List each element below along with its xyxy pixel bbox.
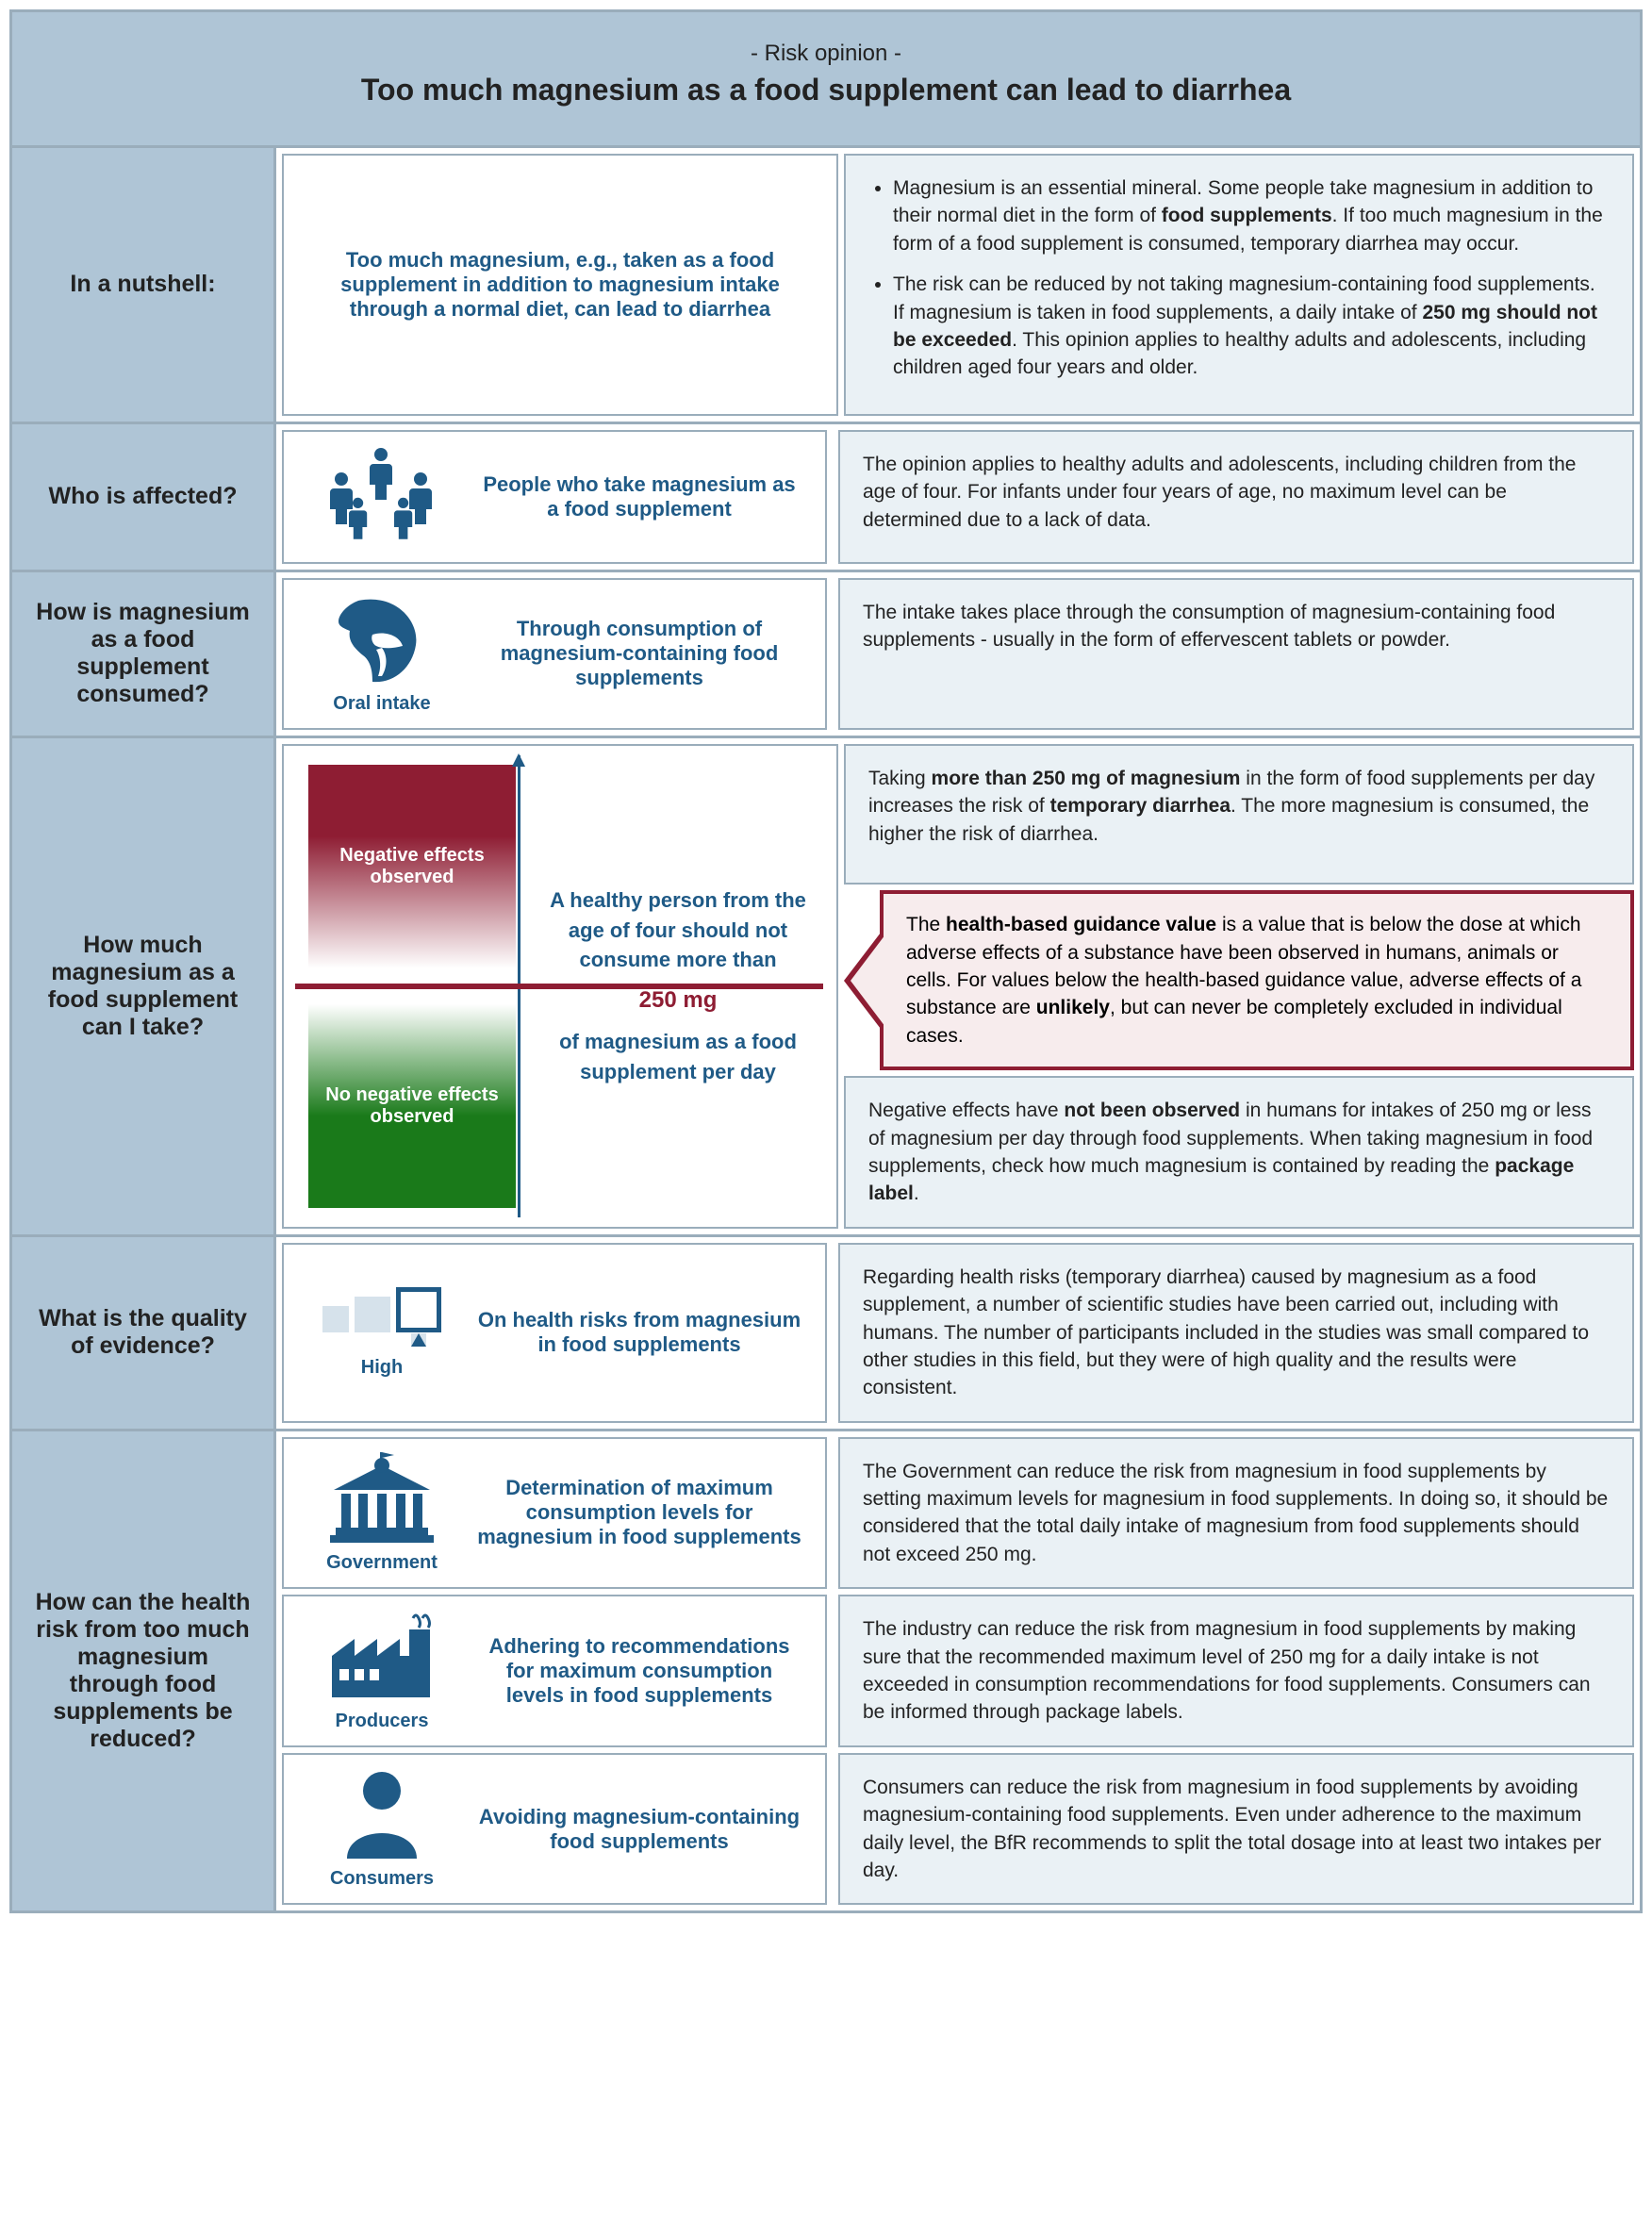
reduce-gov-mid: Determination of maximum consumption lev… xyxy=(467,1476,812,1549)
dose-callout: The health-based guidance value is a val… xyxy=(880,890,1634,1070)
header-title: Too much magnesium as a food supplement … xyxy=(31,73,1621,107)
nutshell-right: Magnesium is an essential mineral. Some … xyxy=(844,154,1634,416)
dose-text-bottom: of magnesium as a food supplement per da… xyxy=(548,1027,808,1087)
dose-right-top: Taking more than 250 mg of magnesium in … xyxy=(844,744,1634,885)
row-evidence: What is the quality of evidence? High On… xyxy=(12,1237,1640,1431)
how-mid-box: Oral intake Through consumption of magne… xyxy=(282,578,827,730)
consumers-label: Consumers xyxy=(330,1868,434,1890)
reduce-gov-right: The Government can reduce the risk from … xyxy=(838,1437,1634,1590)
label-who: Who is affected? xyxy=(12,424,276,570)
dose-text-top: A healthy person from the age of four sh… xyxy=(548,885,808,976)
oral-intake-label: Oral intake xyxy=(333,693,430,715)
label-evidence: What is the quality of evidence? xyxy=(12,1237,276,1429)
row-nutshell: In a nutshell: Too much magnesium, e.g.,… xyxy=(12,148,1640,424)
nutshell-mid-text: Too much magnesium, e.g., taken as a foo… xyxy=(322,248,799,322)
nutshell-bullet-1: Magnesium is an essential mineral. Some … xyxy=(893,174,1610,257)
dose-midline xyxy=(295,984,823,989)
evidence-quality-icon: High xyxy=(297,1287,467,1379)
nutshell-bullet-2: The risk can be reduced by not taking ma… xyxy=(893,271,1610,382)
reduce-cons-right: Consumers can reduce the risk from magne… xyxy=(838,1753,1634,1906)
reduce-prod-box: Producers Adhering to recommendations fo… xyxy=(282,1595,827,1747)
nutshell-bullets: Magnesium is an essential mineral. Some … xyxy=(868,174,1610,382)
producers-icon: Producers xyxy=(297,1611,467,1732)
consumers-icon: Consumers xyxy=(297,1768,467,1890)
row-who: Who is affected? People who take magnes xyxy=(12,424,1640,572)
how-right: The intake takes place through the consu… xyxy=(838,578,1634,730)
reduce-prod-right: The industry can reduce the risk from ma… xyxy=(838,1595,1634,1747)
dose-threshold: 250 mg xyxy=(639,984,718,1017)
evidence-icon-label: High xyxy=(361,1357,403,1379)
dose-right-bottom: Negative effects have not been observed … xyxy=(844,1076,1634,1229)
header-kicker: - Risk opinion - xyxy=(31,41,1621,67)
dose-mid: Negative effects observed No negative ef… xyxy=(282,744,838,1229)
oral-intake-icon: Oral intake xyxy=(297,593,467,715)
row-how-intake: How is magnesium as a food supplement co… xyxy=(12,572,1640,738)
label-nutshell: In a nutshell: xyxy=(12,148,276,422)
government-icon: Government xyxy=(297,1452,467,1574)
row-reduce: How can the health risk from too much ma… xyxy=(12,1431,1640,1911)
dose-positive-zone: No negative effects observed xyxy=(308,1004,516,1208)
who-mid-box: People who take magnesium as a food supp… xyxy=(282,430,827,564)
header-band: - Risk opinion - Too much magnesium as a… xyxy=(12,12,1640,148)
reduce-gov-box: Government Determination of maximum cons… xyxy=(282,1437,827,1590)
who-right: The opinion applies to healthy adults an… xyxy=(838,430,1634,564)
evidence-right: Regarding health risks (temporary diarrh… xyxy=(838,1243,1634,1423)
people-icon xyxy=(297,445,467,549)
how-mid-text: Through consumption of magnesium-contain… xyxy=(467,617,812,690)
evidence-mid-text: On health risks from magnesium in food s… xyxy=(467,1308,812,1357)
dose-negative-zone: Negative effects observed xyxy=(308,765,516,968)
infographic-container: - Risk opinion - Too much magnesium as a… xyxy=(9,9,1643,1913)
label-reduce: How can the health risk from too much ma… xyxy=(12,1431,276,1911)
evidence-mid-box: High On health risks from magnesium in f… xyxy=(282,1243,827,1423)
nutshell-mid: Too much magnesium, e.g., taken as a foo… xyxy=(282,154,838,416)
reduce-prod-mid: Adhering to recommendations for maximum … xyxy=(467,1634,812,1708)
producers-label: Producers xyxy=(336,1711,429,1732)
reduce-cons-mid: Avoiding magnesium-containing food suppl… xyxy=(467,1805,812,1854)
label-dose: How much magnesium as a food supplement … xyxy=(12,738,276,1234)
reduce-cons-box: Consumers Avoiding magnesium-containing … xyxy=(282,1753,827,1906)
who-mid-text: People who take magnesium as a food supp… xyxy=(467,472,812,521)
label-how-intake: How is magnesium as a food supplement co… xyxy=(12,572,276,736)
row-dose: How much magnesium as a food supplement … xyxy=(12,738,1640,1237)
government-label: Government xyxy=(326,1552,438,1574)
